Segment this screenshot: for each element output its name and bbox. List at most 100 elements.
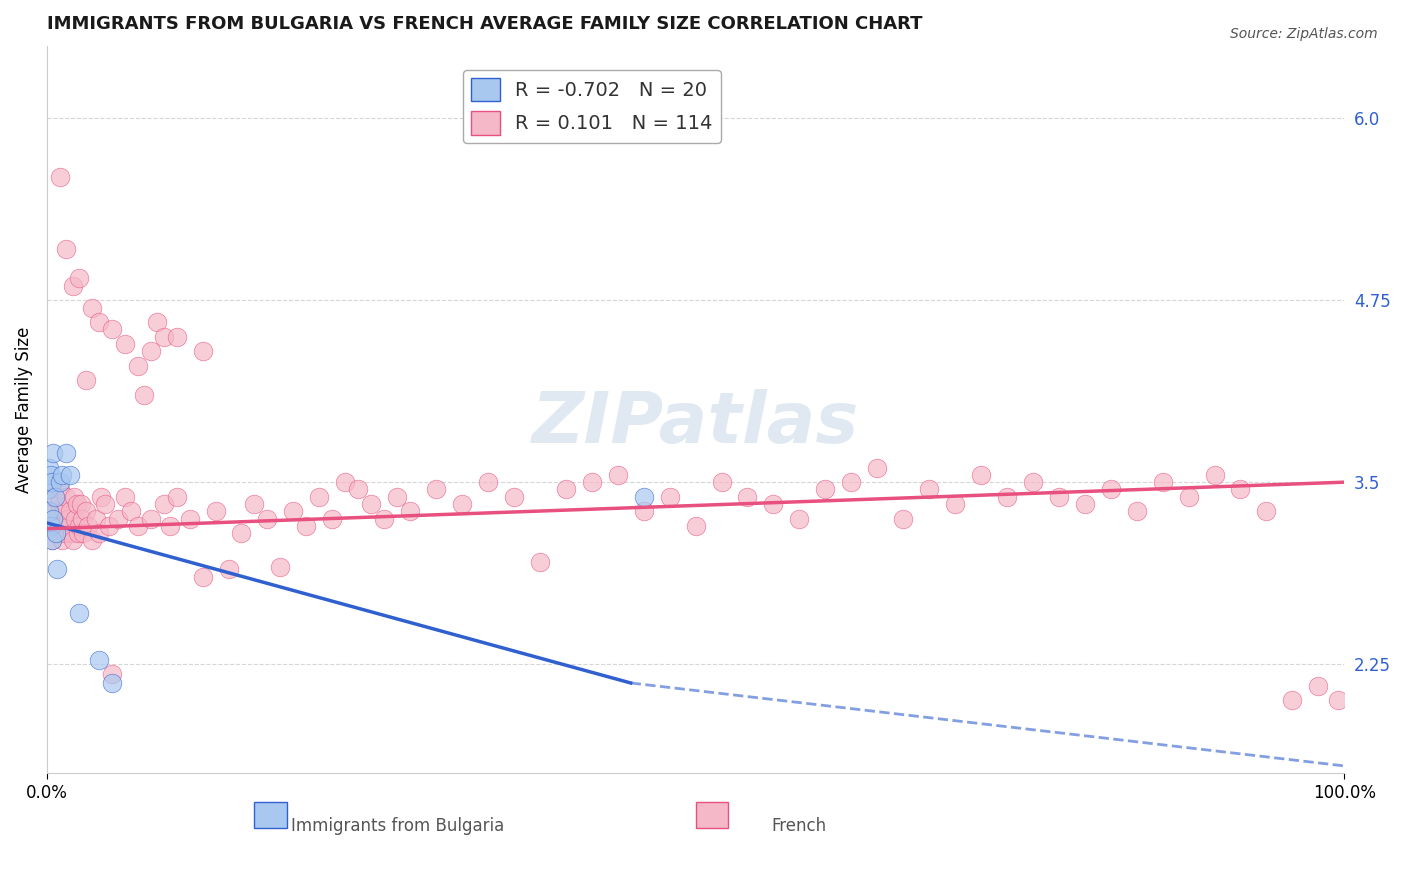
Point xyxy=(82,533,104,548)
Point xyxy=(685,518,707,533)
Point xyxy=(789,511,811,525)
Point xyxy=(606,467,628,482)
Point xyxy=(373,511,395,525)
Point xyxy=(243,497,266,511)
Point xyxy=(49,483,72,497)
Point xyxy=(87,653,110,667)
Point xyxy=(166,490,188,504)
Point xyxy=(399,504,422,518)
Point xyxy=(554,483,576,497)
Point xyxy=(39,490,62,504)
Point xyxy=(1229,483,1251,497)
Point xyxy=(69,497,91,511)
Point xyxy=(39,467,62,482)
Point xyxy=(762,497,785,511)
Point xyxy=(120,504,142,518)
Point xyxy=(134,388,156,402)
Point xyxy=(77,518,100,533)
Point xyxy=(152,497,174,511)
Point xyxy=(75,504,97,518)
Point xyxy=(159,518,181,533)
Point xyxy=(321,511,343,525)
Point xyxy=(100,676,122,690)
Point xyxy=(425,483,447,497)
Point xyxy=(477,475,499,490)
Point xyxy=(38,518,60,533)
Point xyxy=(42,511,65,525)
Point xyxy=(503,490,526,504)
Point xyxy=(67,606,90,620)
Point xyxy=(72,526,94,541)
Point xyxy=(231,526,253,541)
Point xyxy=(66,497,89,511)
Point xyxy=(37,483,59,497)
Point xyxy=(529,555,551,569)
Point xyxy=(1074,497,1097,511)
Point xyxy=(55,490,77,504)
Point xyxy=(191,344,214,359)
Point xyxy=(139,344,162,359)
Point xyxy=(127,359,149,373)
Point xyxy=(1125,504,1147,518)
Point xyxy=(58,518,80,533)
Point xyxy=(41,533,63,548)
Point xyxy=(67,518,90,533)
Point xyxy=(1099,483,1122,497)
Point xyxy=(308,490,330,504)
Point xyxy=(51,467,73,482)
Point xyxy=(45,511,67,525)
Text: French: French xyxy=(772,817,827,835)
FancyBboxPatch shape xyxy=(254,802,287,828)
Point xyxy=(347,483,370,497)
Point xyxy=(146,315,169,329)
Point xyxy=(44,504,66,518)
Point xyxy=(48,497,70,511)
Point xyxy=(45,526,67,541)
Point xyxy=(943,497,966,511)
Point xyxy=(84,511,107,525)
Point xyxy=(839,475,862,490)
Point xyxy=(152,329,174,343)
Point xyxy=(100,667,122,681)
Point xyxy=(114,337,136,351)
Point xyxy=(62,533,84,548)
Point xyxy=(52,504,75,518)
Point xyxy=(60,526,83,541)
Point xyxy=(256,511,278,525)
Text: IMMIGRANTS FROM BULGARIA VS FRENCH AVERAGE FAMILY SIZE CORRELATION CHART: IMMIGRANTS FROM BULGARIA VS FRENCH AVERA… xyxy=(46,15,922,33)
Point xyxy=(127,518,149,533)
Point xyxy=(891,511,914,525)
Point xyxy=(67,271,90,285)
Point xyxy=(581,475,603,490)
Point xyxy=(49,475,72,490)
Point xyxy=(204,504,226,518)
Point xyxy=(38,460,60,475)
Point xyxy=(44,490,66,504)
Point xyxy=(114,490,136,504)
Point xyxy=(70,511,93,525)
Point xyxy=(39,518,62,533)
Point xyxy=(55,243,77,257)
Point xyxy=(41,533,63,548)
Point xyxy=(56,511,79,525)
Legend: R = -0.702   N = 20, R = 0.101   N = 114: R = -0.702 N = 20, R = 0.101 N = 114 xyxy=(463,70,721,143)
Point xyxy=(82,301,104,315)
Point xyxy=(94,497,117,511)
Point xyxy=(66,526,89,541)
Point xyxy=(55,446,77,460)
Point xyxy=(335,475,357,490)
Point xyxy=(179,511,201,525)
Point xyxy=(191,570,214,584)
Point xyxy=(658,490,681,504)
Point xyxy=(1152,475,1174,490)
Point xyxy=(633,504,655,518)
Point xyxy=(814,483,837,497)
Point xyxy=(995,490,1018,504)
Point xyxy=(90,490,112,504)
Point xyxy=(218,562,240,576)
Point xyxy=(360,497,382,511)
Point xyxy=(51,533,73,548)
Point xyxy=(107,511,129,525)
FancyBboxPatch shape xyxy=(696,802,728,828)
Text: Source: ZipAtlas.com: Source: ZipAtlas.com xyxy=(1230,27,1378,41)
